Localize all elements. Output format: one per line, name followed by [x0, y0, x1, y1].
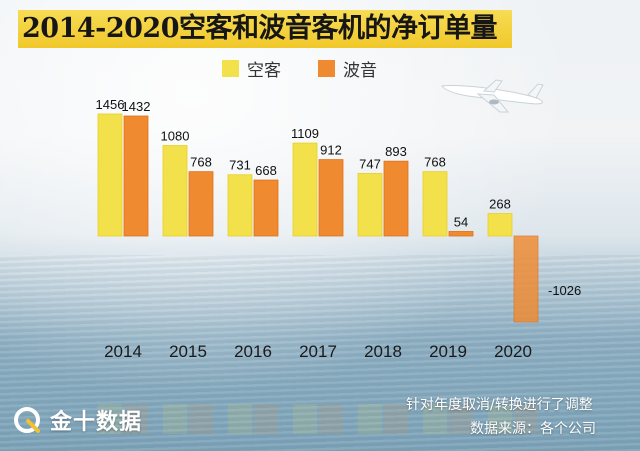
airplane-icon [441, 79, 544, 113]
data-label: 731 [229, 158, 251, 173]
bar-boeing-2014 [123, 115, 149, 237]
x-tick-label-2015: 2015 [169, 342, 207, 361]
bar-reflection [423, 404, 447, 434]
x-tick-label-2014: 2014 [104, 342, 142, 361]
x-tick-label-2017: 2017 [299, 342, 337, 361]
bar-airbus-2016 [227, 174, 253, 237]
data-label: 1456 [96, 97, 125, 112]
x-tick-label-2019: 2019 [429, 342, 467, 361]
x-tick-label-2016: 2016 [234, 342, 272, 361]
bar-reflection [228, 404, 252, 434]
data-label: 1432 [122, 99, 151, 114]
logo-text: 金十数据 [50, 410, 143, 435]
bar-reflection [189, 404, 213, 434]
bar-boeing-2019 [448, 231, 474, 237]
bar-airbus-2015 [162, 145, 188, 237]
bar-boeing-2015 [188, 171, 214, 237]
title-band [18, 10, 512, 48]
bar-reflection [319, 404, 343, 434]
bar-airbus-2018 [357, 173, 383, 237]
x-tick-label-2020: 2020 [494, 342, 532, 361]
bar-reflection [358, 404, 382, 434]
bar-boeing-2017 [318, 159, 344, 237]
data-label: 768 [424, 155, 446, 170]
legend-label-boeing: 波音 [343, 60, 377, 81]
bar-reflection [163, 404, 187, 434]
data-label: 912 [320, 143, 342, 158]
bar-reflection [449, 404, 473, 434]
bar-airbus-2014 [97, 113, 123, 237]
bar-airbus-2020 [487, 213, 513, 237]
legend-item-boeing: 波音 [318, 57, 377, 81]
data-label: 893 [385, 144, 407, 159]
logo: 金十数据 [12, 402, 142, 438]
bar-reflection [293, 404, 317, 434]
bar-boeing-2016 [253, 179, 279, 237]
bar-reflection [98, 404, 122, 434]
x-tick-label-2018: 2018 [364, 342, 402, 361]
footnote: 针对年度取消/转换进行了调整 [406, 397, 593, 413]
data-label: 668 [255, 163, 277, 178]
bar-reflection [384, 404, 408, 434]
data-label: 1080 [161, 128, 190, 143]
bar-boeing-2018 [383, 160, 409, 237]
legend-label-airbus: 空客 [247, 60, 281, 81]
data-label: 768 [190, 155, 212, 170]
bar-reflection [514, 404, 538, 434]
bar-airbus-2019 [422, 171, 448, 237]
bar-reflection [488, 404, 512, 434]
bar-reflection [254, 404, 278, 434]
legend-swatch-airbus [222, 59, 239, 77]
data-label: 54 [454, 214, 468, 229]
bar-reflection [124, 404, 148, 434]
data-source: 数据来源：各个公司 [470, 421, 596, 437]
data-label: -1026 [548, 283, 581, 298]
legend-item-airbus: 空客 [222, 57, 281, 81]
bar-airbus-2017 [292, 142, 318, 237]
bar-boeing-2020 [513, 235, 539, 323]
data-label: 747 [359, 156, 381, 171]
data-label: 1109 [291, 126, 319, 141]
chart-title: 2014-2020空客和波音客机的净订单量 [22, 13, 498, 44]
legend-swatch-boeing [318, 59, 335, 77]
jin10-logo-icon [14, 407, 40, 433]
data-label: 268 [489, 197, 511, 212]
